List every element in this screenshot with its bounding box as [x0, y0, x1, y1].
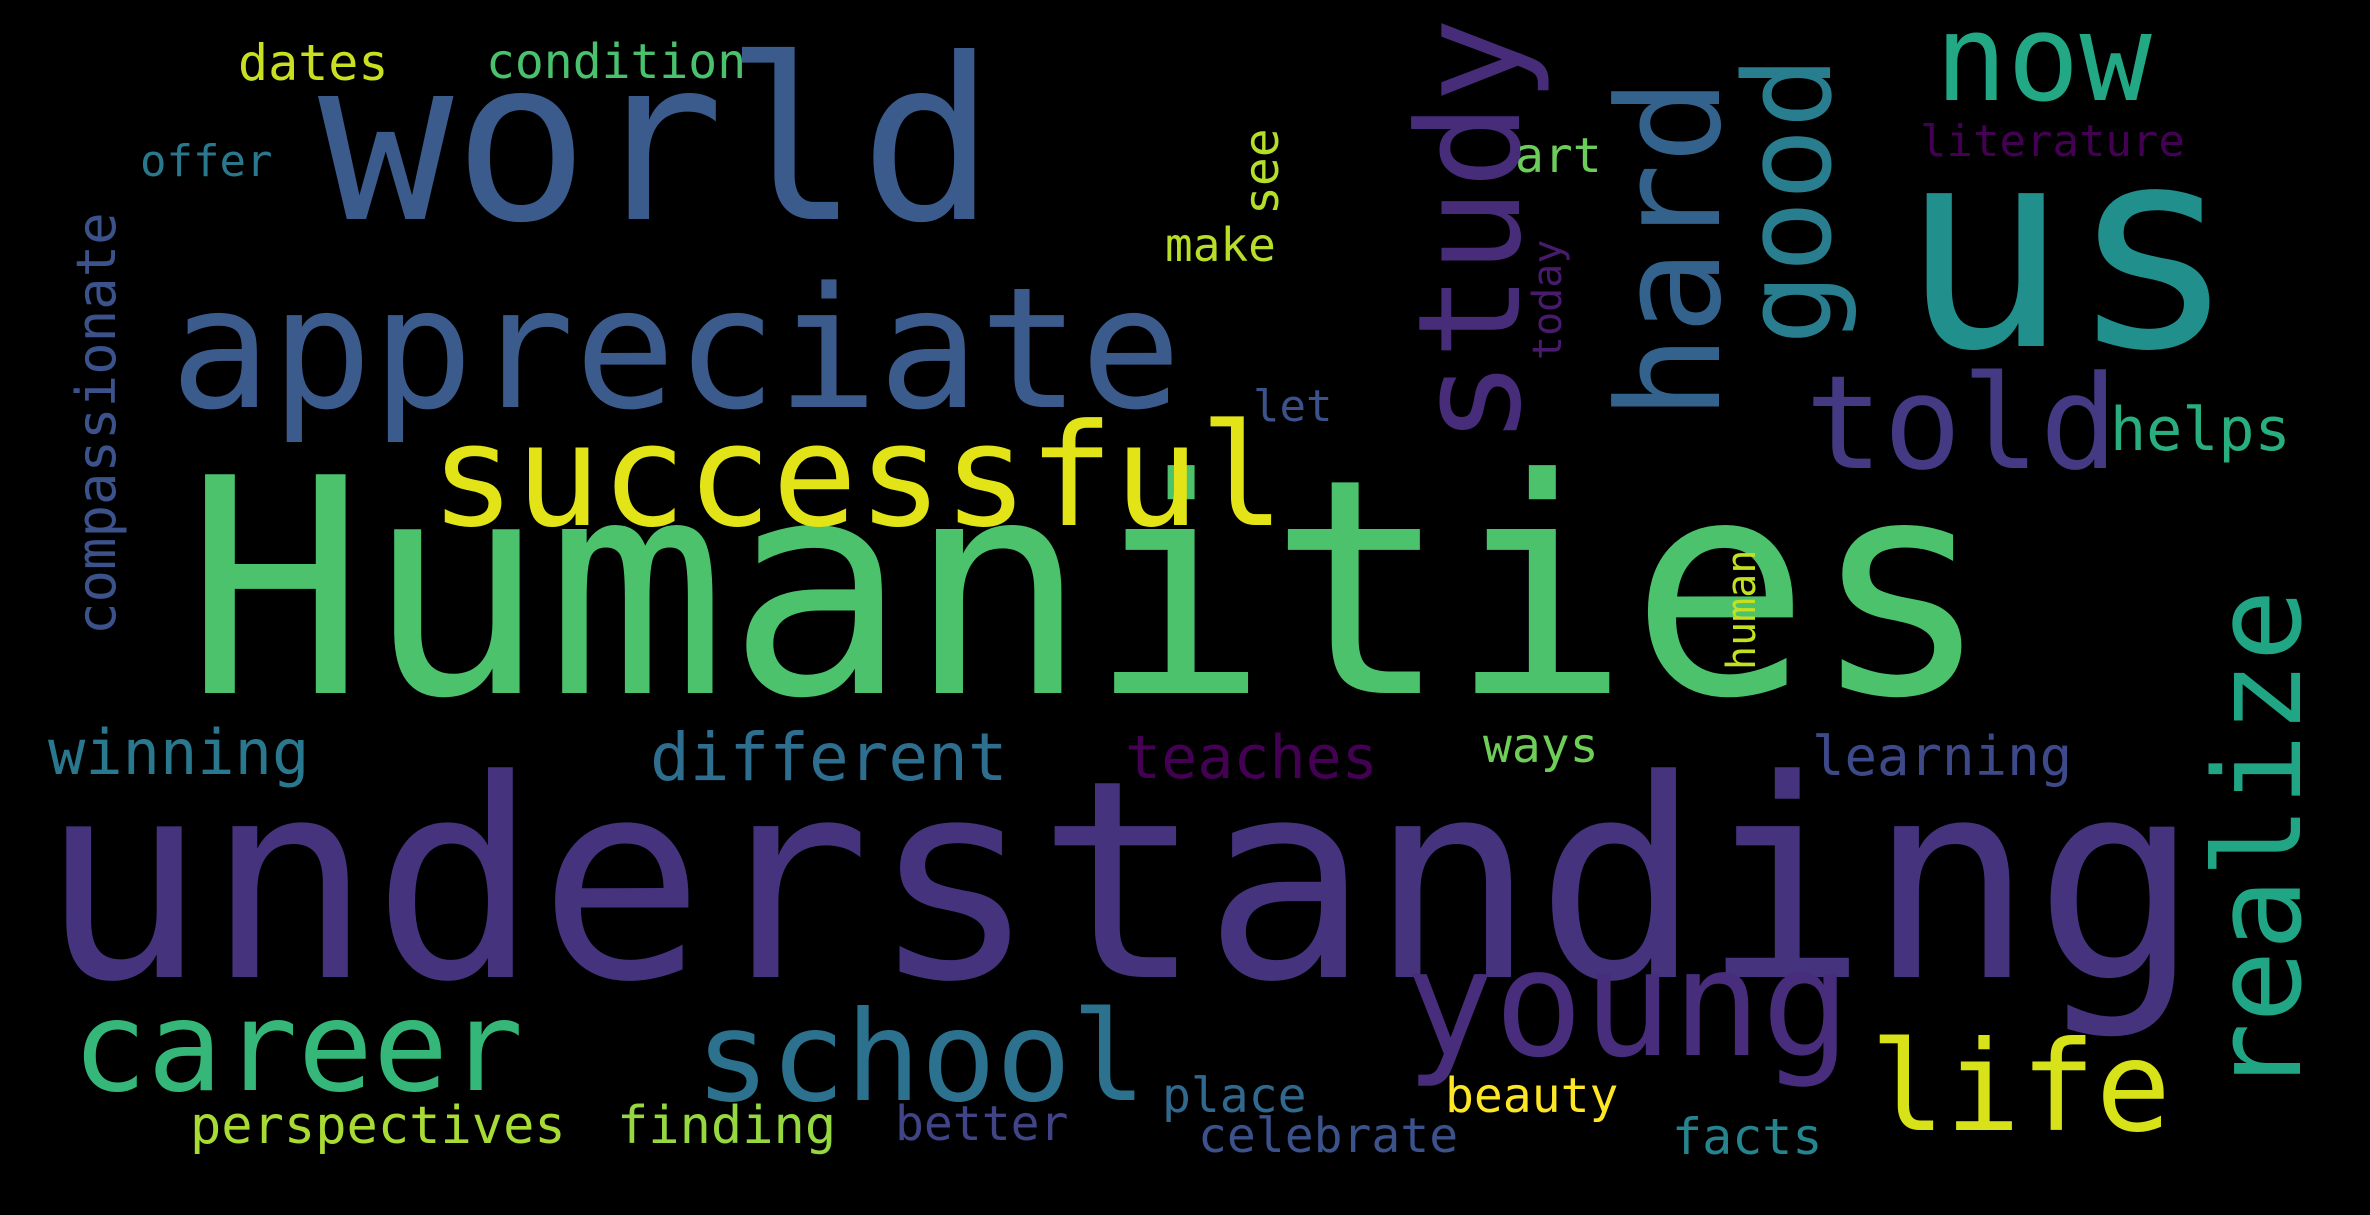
word-celebrate: celebrate	[1198, 1108, 1459, 1164]
word-appreciate: appreciate	[170, 251, 1182, 447]
word-condition: condition	[486, 34, 747, 90]
word-now: now	[1935, 0, 2152, 129]
word-good: good	[1720, 56, 1859, 345]
word-young: young	[1405, 918, 1851, 1090]
word-today: today	[1525, 239, 1571, 360]
word-life: life	[1870, 1015, 2172, 1160]
word-understanding: understanding	[40, 722, 2201, 1043]
word-see: see	[1234, 128, 1290, 215]
word-compassionate: compassionate	[65, 212, 128, 635]
word-make: make	[1165, 218, 1276, 272]
word-facts: facts	[1672, 1108, 1823, 1166]
word-place: place	[1162, 1068, 1307, 1124]
word-us: us	[1900, 87, 2238, 413]
word-winning: winning	[48, 716, 310, 789]
word-career: career	[72, 975, 524, 1120]
word-school: school	[695, 985, 1147, 1130]
word-dates: dates	[238, 34, 389, 92]
word-teaches: teaches	[1125, 723, 1378, 793]
word-humanities: Humanities	[185, 415, 1992, 764]
word-beauty: beauty	[1445, 1068, 1619, 1124]
word-art: art	[1515, 128, 1602, 184]
word-different: different	[650, 719, 1008, 796]
word-perspectives: perspectives	[190, 1096, 566, 1156]
word-ways: ways	[1483, 718, 1599, 774]
word-offer: offer	[140, 136, 273, 187]
word-let: let	[1253, 381, 1333, 432]
word-human: human	[1719, 549, 1765, 670]
word-world: world	[318, 11, 996, 273]
word-learning: learning	[1812, 725, 2073, 788]
word-literature: literature	[1920, 116, 2185, 167]
word-helps: helps	[2110, 395, 2291, 465]
word-finding: finding	[617, 1096, 837, 1156]
word-realize: realize	[2190, 589, 2329, 1095]
word-told: told	[1805, 347, 2119, 499]
word-better: better	[895, 1096, 1069, 1152]
word-successful: successful	[430, 394, 1285, 559]
word-study: study	[1388, 17, 1553, 445]
